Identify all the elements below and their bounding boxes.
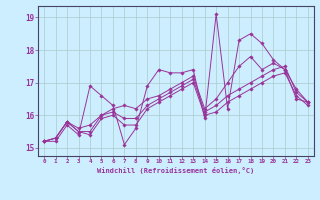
X-axis label: Windchill (Refroidissement éolien,°C): Windchill (Refroidissement éolien,°C) xyxy=(97,167,255,174)
